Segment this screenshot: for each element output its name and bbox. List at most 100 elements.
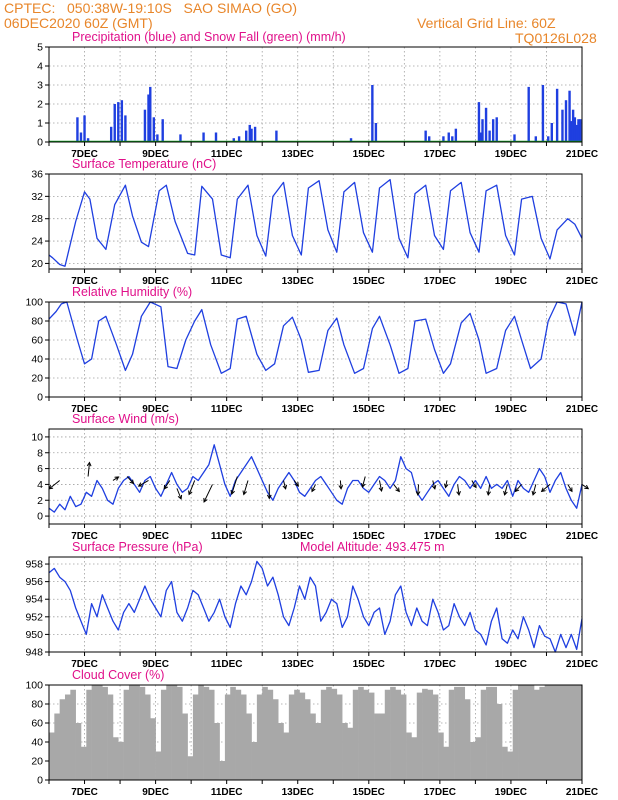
pres-panel: 948 950 952 954 956 958 7DEC 9DEC 11DEC 13DEC 15DE… <box>25 540 598 670</box>
y-tick-label: 958 <box>25 559 43 571</box>
x-tick-label: 7DEC <box>71 149 98 160</box>
wind-arrow-shaft <box>176 488 182 500</box>
precip-bar <box>564 100 568 142</box>
y-tick-label: 5 <box>37 42 43 54</box>
precip-bar <box>481 119 484 142</box>
cloud-cover-bar <box>49 732 55 780</box>
wind-arrow <box>503 484 508 496</box>
precip-bar <box>484 107 488 142</box>
y-tick-label: 40 <box>31 354 43 366</box>
precip-bar <box>86 138 90 142</box>
wind-arrow-shaft <box>417 484 420 495</box>
y-tick-label: 0 <box>37 775 43 787</box>
y-tick-label: 0 <box>37 392 43 404</box>
cloud-cover-bar <box>395 689 402 780</box>
wind-arrow-shaft <box>188 480 196 495</box>
cloud-cover-bar <box>182 713 188 780</box>
x-tick-label: 7DEC <box>71 276 98 287</box>
x-tick-label: 9DEC <box>142 276 169 287</box>
rh-panel: 0 20 40 60 80 100 7DEC 9DEC 11DEC 13DEC 15DEC 17DEC… <box>25 285 598 415</box>
cloud-cover-bar <box>454 686 460 780</box>
wind-arrow <box>514 484 522 493</box>
wind-arrow <box>311 484 316 493</box>
y-tick-label: 1 <box>37 118 43 130</box>
y-tick-label: 32 <box>31 191 43 203</box>
cloud-cover-bar <box>75 723 82 780</box>
y-tick-label: 60 <box>31 335 43 347</box>
cloud-cover-bar <box>294 689 300 780</box>
cloud-cover-bar <box>427 689 434 780</box>
cloud-cover-bar <box>507 751 514 780</box>
cloud-cover-bar <box>400 694 407 780</box>
cloud-cover-bar <box>347 727 354 780</box>
cloud-cover-bar <box>459 686 466 780</box>
wind-arrow-shaft <box>432 480 436 489</box>
temp-frame <box>48 173 583 270</box>
precip-bar <box>442 136 445 142</box>
wind-arrow-shaft <box>487 484 491 495</box>
cloud-cover-bar <box>571 685 577 780</box>
precip-bar <box>488 130 491 142</box>
wind-arrow-head <box>266 494 272 500</box>
y-tick-label: 10 <box>31 431 43 443</box>
precip-bar <box>147 94 150 142</box>
cloud-cover-bar <box>54 713 60 780</box>
y-tick-label: 20 <box>31 756 43 768</box>
x-tick-label: 21DEC <box>566 404 598 415</box>
wind-arrow-head <box>415 491 421 496</box>
cloud-cover-bar <box>491 686 498 780</box>
wind-arrow-head <box>282 484 288 490</box>
wind-arrow-shaft <box>112 476 119 481</box>
x-tick-label: 21DEC <box>566 787 598 798</box>
cloud-cover-bar <box>550 685 556 780</box>
precip-bar <box>428 136 431 142</box>
wind-arrow-head <box>114 476 120 481</box>
x-tick-label: 11DEC <box>211 659 243 670</box>
cloud-cover-bar <box>235 689 242 780</box>
wind-arrow-head <box>443 483 449 489</box>
precip-bar <box>534 136 538 142</box>
cloud-cover-bar <box>118 742 124 780</box>
x-tick-label: 7DEC <box>71 531 98 542</box>
cloud-cover-bar <box>320 689 327 780</box>
cloud-cover-bar <box>102 686 108 780</box>
y-tick-label: 40 <box>31 737 43 749</box>
cloud-cover-bar <box>86 689 92 780</box>
precip-bar <box>424 130 427 142</box>
cloud-cover-bar <box>278 723 284 780</box>
y-tick-label: 4 <box>37 61 43 73</box>
x-tick-label: 7DEC <box>71 404 98 415</box>
cloud-cover-bar <box>384 689 391 780</box>
x-tick-label: 17DEC <box>424 404 456 415</box>
x-tick-label: 11DEC <box>211 276 243 287</box>
y-tick-label: 952 <box>25 611 43 623</box>
cloud-cover-bar <box>299 692 306 780</box>
wind-series-line <box>48 444 583 513</box>
x-tick-label: 15DEC <box>353 276 385 287</box>
wind-arrow-head <box>395 487 400 493</box>
x-tick-label: 17DEC <box>424 659 456 670</box>
wind-arrow-head <box>137 482 143 487</box>
y-tick-label: 80 <box>31 316 43 328</box>
wind-arrow <box>456 484 461 496</box>
x-tick-label: 21DEC <box>566 531 598 542</box>
cloud-cover-bar <box>224 694 231 780</box>
y-tick-label: 36 <box>31 169 43 181</box>
cloud-cover-bar <box>272 699 279 780</box>
wind-arrow <box>266 484 272 500</box>
wind-arrow-shaft <box>293 480 299 487</box>
wind-arrow <box>486 484 491 496</box>
temp-title: Surface Temperature (nC) <box>72 157 216 171</box>
x-tick-label: 17DEC <box>424 276 456 287</box>
wind-arrow <box>242 480 249 496</box>
cloud-cover-bar <box>416 692 423 780</box>
cloud-cover-bar <box>374 713 380 780</box>
y-tick-label: 28 <box>31 213 43 225</box>
precip-bar <box>477 102 481 142</box>
x-tick-label: 17DEC <box>424 531 456 542</box>
wind-arrow-shaft <box>457 484 460 495</box>
y-tick-label: 6 <box>37 463 43 475</box>
precip-bar <box>245 130 248 142</box>
wind-arrow <box>471 480 477 489</box>
wind-arrow <box>188 480 196 496</box>
